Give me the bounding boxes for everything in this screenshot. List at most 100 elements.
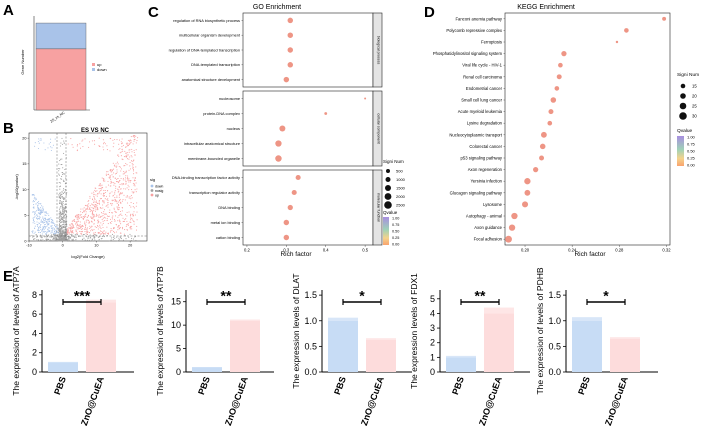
volcano-point [126,158,129,160]
panel-d-term-label: Small cell lung cancer [461,98,502,103]
volcano-point [61,204,63,206]
panel-c-size-legend-label: 2000 [396,194,406,199]
volcano-point [113,207,115,209]
volcano-point [70,228,72,230]
volcano-point [87,219,89,221]
volcano-point [102,222,104,224]
volcano-point [101,233,103,235]
volcano-point [92,229,94,231]
volcano-point [128,179,130,181]
volcano-point [120,143,123,145]
panel-d-term-label: Autophagy - animal [466,214,502,219]
volcano-point [57,233,59,235]
panel-d-dot [539,155,545,161]
volcano-point [67,230,69,232]
volcano-point [67,228,69,231]
volcano-point [100,212,103,214]
volcano-point [119,236,121,238]
panel-e-bar [446,357,476,372]
panel-d-size-legend-label: 30 [692,114,697,119]
volcano-point [77,214,79,216]
volcano-point [58,163,60,165]
panel-e-significance: *** [74,288,91,304]
volcano-point [59,195,61,198]
volcano-point [34,222,36,224]
volcano-point [96,202,98,204]
panel-d-dot [558,62,563,68]
panel-c-facet-label: cellular component [377,113,381,143]
volcano-point [79,214,81,216]
volcano-point [132,182,134,184]
volcano-point [133,151,135,154]
volcano-point [123,220,125,223]
volcano-point [71,225,73,227]
volcano-point [129,142,131,144]
volcano-point [71,144,73,146]
volcano-point [45,233,47,235]
volcano-point [62,197,64,200]
volcano-point [66,192,68,194]
volcano-point [36,236,38,238]
volcano-point [58,213,60,215]
volcano-point [37,208,39,210]
volcano-point [114,165,116,167]
volcano-point [114,211,117,213]
volcano-point [105,205,107,207]
volcano-point [103,216,106,218]
volcano-point [63,231,65,233]
volcano-point [63,232,65,235]
volcano-point [112,162,114,164]
volcano-point [130,217,132,219]
volcano-point [102,217,104,219]
panel-d-term-label: Viral life cycle - HIV-1 [462,63,502,68]
panel-d-term-label: Axon guidance [474,225,502,230]
volcano-point [103,178,105,180]
volcano-point [120,141,122,143]
volcano-point [89,237,91,239]
volcano-point [89,195,91,197]
volcano-point [63,152,65,154]
volcano-point [115,185,117,187]
volcano-point [118,227,120,229]
volcano-point [111,220,113,223]
volcano-point [103,233,105,235]
volcano-point [110,222,112,225]
volcano-point [34,211,36,213]
volcano-point [101,231,104,233]
volcano-point [125,175,127,177]
volcano-point [63,221,65,223]
volcano-point [36,225,39,227]
volcano-point [102,213,104,215]
volcano-point [47,221,49,223]
volcano-point [93,200,95,202]
volcano-point [87,206,89,208]
volcano-point [35,234,37,236]
volcano-point [62,215,64,217]
volcano-point [100,233,102,235]
volcano-point [126,211,128,213]
volcano-point [69,227,71,229]
volcano-point [136,211,138,213]
volcano-point [99,224,101,226]
volcano-point [130,221,132,224]
panel-b-legend-up-dot [150,193,154,197]
volcano-point [39,213,41,215]
volcano-point [112,227,115,229]
panel-d-term-label: Lysine degradation [467,121,503,126]
volcano-point [128,151,130,153]
volcano-point [106,215,108,217]
volcano-point [78,227,80,229]
volcano-point [116,196,118,198]
volcano-point [123,188,125,190]
volcano-point [38,203,40,205]
volcano-point [106,204,108,206]
volcano-point [94,189,96,191]
panel-c-dot [283,234,290,241]
volcano-point [43,226,46,228]
volcano-point [126,229,129,231]
volcano-point [39,211,42,213]
volcano-point [72,146,74,148]
volcano-point [112,237,114,239]
volcano-point [114,138,116,141]
